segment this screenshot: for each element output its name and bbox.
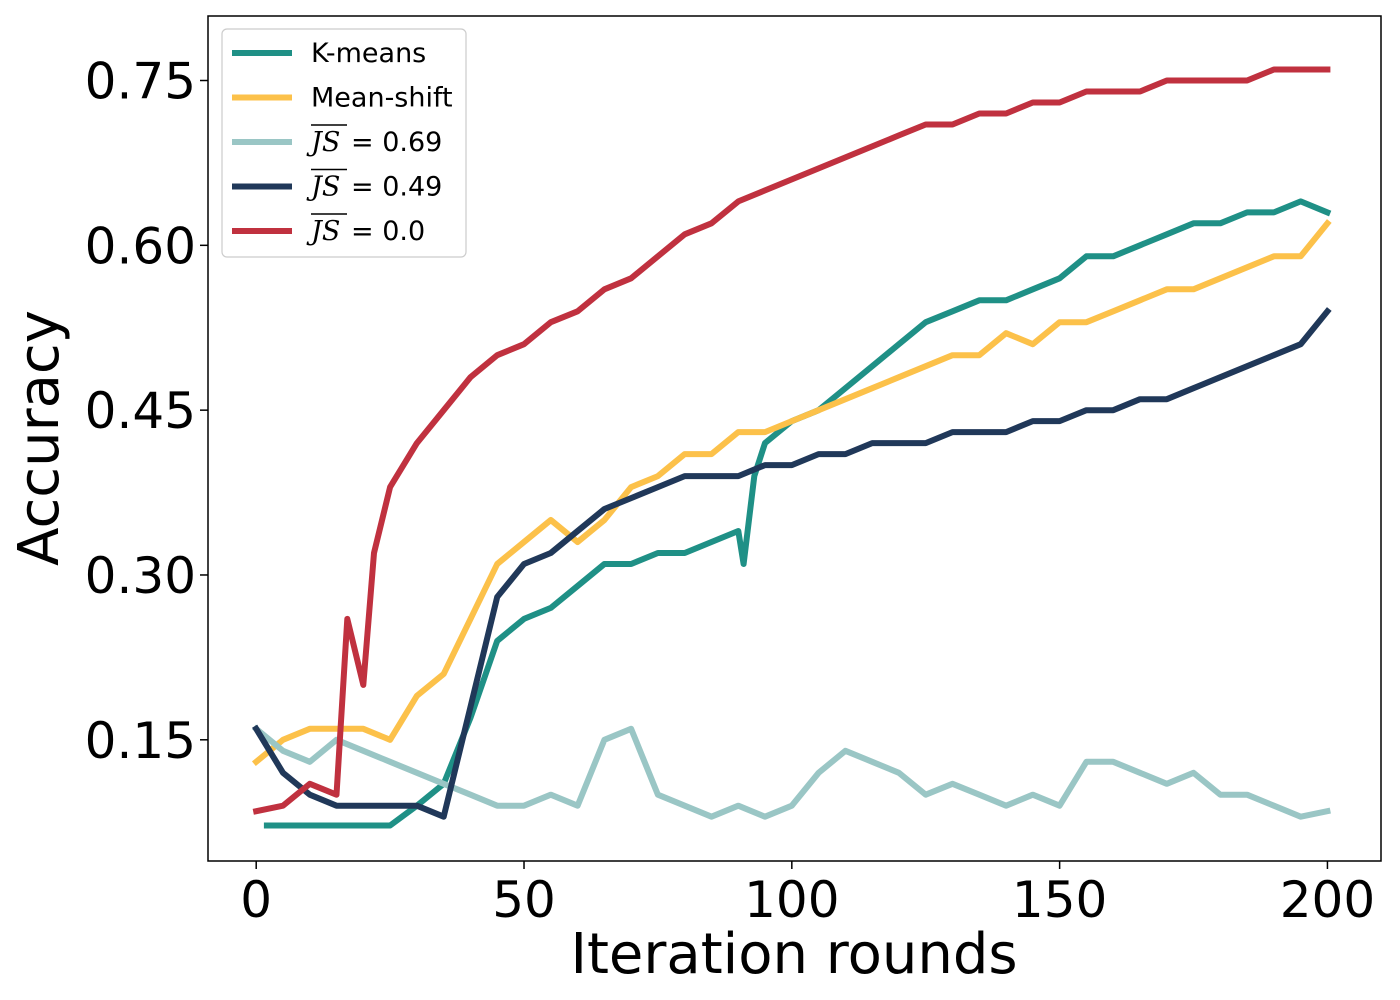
legend-label: = 0.69 <box>351 127 442 158</box>
series-layer <box>251 66 1332 829</box>
x-tick-label: 150 <box>1012 871 1107 929</box>
y-axis: 0.15 0.30 0.45 0.60 0.75 <box>85 53 208 770</box>
legend-frame <box>221 28 467 258</box>
series-line-2 <box>251 724 1331 820</box>
y-tick-label: 0.15 <box>85 712 196 770</box>
series-line-0 <box>263 198 1332 829</box>
y-tick-label: 0.45 <box>85 382 196 440</box>
legend-label: = 0.49 <box>351 172 442 203</box>
legend-label: = 0.0 <box>351 216 425 247</box>
y-axis-label: Accuracy <box>7 310 72 566</box>
y-tick-label: 0.75 <box>85 53 196 111</box>
series-line-3 <box>252 307 1332 820</box>
x-tick-label: 0 <box>240 871 272 929</box>
x-tick-label: 200 <box>1280 871 1375 929</box>
x-tick-label: 50 <box>492 871 556 929</box>
legend-label: Mean-shift <box>311 83 453 114</box>
series-line-1 <box>251 219 1332 767</box>
js-symbol-icon: JS <box>306 216 340 247</box>
legend-label: K-means <box>311 38 426 69</box>
legend: K-means Mean-shift JS = 0.69 JS = 0.49 JS = 0.0 <box>221 28 467 258</box>
js-symbol-icon: JS <box>306 127 340 158</box>
x-axis: 0 50 100 150 200 <box>240 861 1375 929</box>
x-axis-label: Iteration rounds <box>570 922 1017 987</box>
plot-frame <box>207 15 1382 862</box>
y-tick-label: 0.30 <box>85 547 196 605</box>
x-tick-label: 100 <box>744 871 839 929</box>
y-tick-label: 0.60 <box>85 217 196 275</box>
js-symbol-icon: JS <box>306 172 340 203</box>
series-line-4 <box>252 66 1331 815</box>
